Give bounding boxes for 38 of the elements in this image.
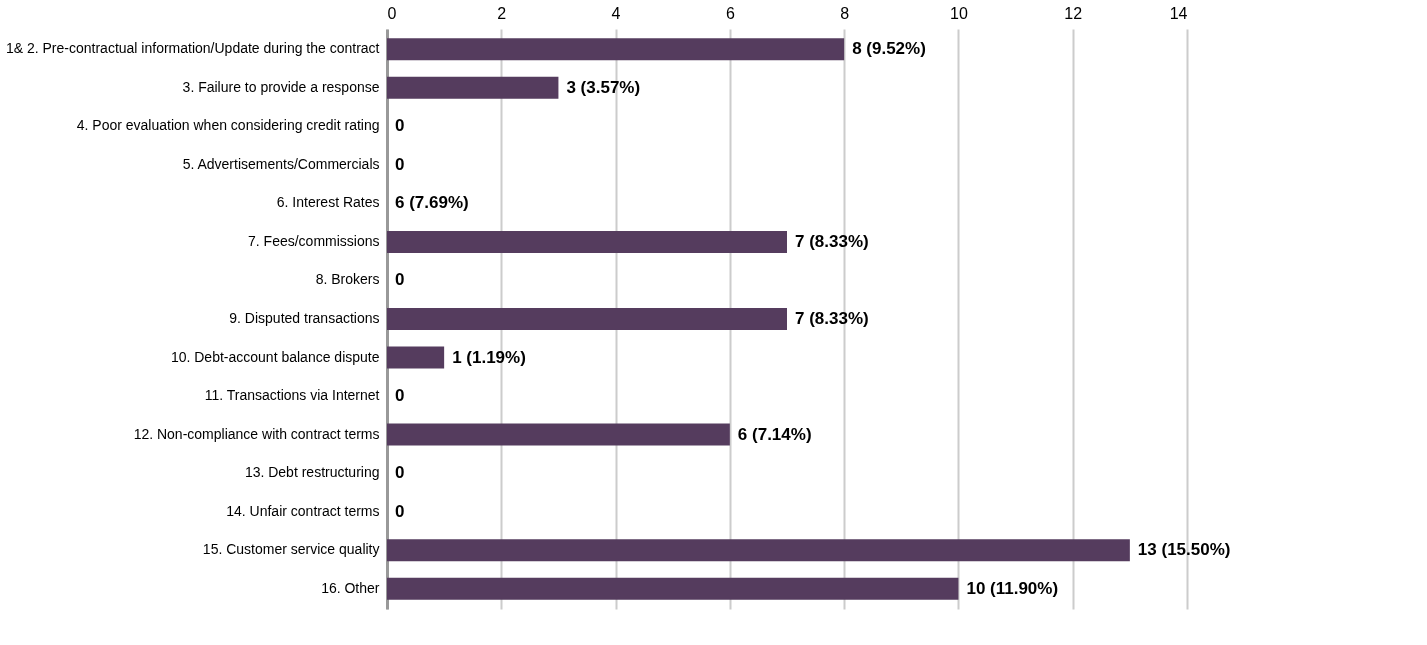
y-tick-label: 8. Brokers [315, 271, 380, 288]
data-label: 0 [395, 386, 405, 406]
data-label: 0 [395, 501, 405, 521]
text: 6 (7.69%) [395, 193, 469, 213]
x-tick-label: 2 [497, 4, 507, 22]
y-tick-label: 16. Other [321, 579, 380, 596]
data-label: 7 (8.33%) [795, 309, 869, 328]
data-label: 10 (11.90%) [966, 578, 1059, 598]
x-tick-label: 6 [725, 4, 735, 22]
data-label: 3 (3.57%) [566, 77, 641, 97]
y-tick-label: 3. Failure to provide a response [182, 78, 380, 95]
data-label: 0 [395, 154, 405, 174]
y-tick-label: 14. Unfair contract terms [226, 502, 380, 519]
y-tick-label: 6. Interest Rates [276, 194, 380, 211]
y-tick-label: 10. Debt-account balance dispute [170, 348, 380, 365]
y-tick-label: 15. Customer service quality [202, 541, 380, 558]
y-tick-label: 9. Disputed transactions [229, 310, 380, 326]
x-tick-label: 12 [1064, 4, 1083, 22]
y-tick-label: 1& 2. Pre-contractual information/Update during the contract [5, 40, 380, 57]
y-tick-label: 13. Debt restructuring [244, 464, 380, 481]
data-label: 0 [395, 270, 405, 290]
y-tick-label: 7. Fees/commissions [248, 232, 380, 249]
data-label: 8 (9.52%) [852, 39, 926, 59]
data-label: 7 (8.33%) [795, 231, 869, 251]
data-label: 13 (15.50%) [1137, 540, 1231, 560]
x-tick-label: 0 [387, 4, 397, 22]
x-tick-label: 10 [950, 4, 968, 22]
data-label: 0 [395, 463, 405, 483]
data-label: 6 (7.14%) [737, 424, 812, 444]
x-tick-label: 4 [611, 4, 621, 22]
y-tick-label: 5. Advertisements/Commercials [182, 155, 380, 172]
data-label: 1 (1.19%) [452, 347, 526, 367]
x-tick-label: 14 [1169, 4, 1188, 22]
data-label: 0 [395, 116, 405, 136]
x-tick-label: 8 [840, 4, 850, 22]
y-tick-label: 11. Transactions via Internet [204, 387, 380, 404]
y-tick-label: 12. Non-compliance with contract terms [133, 425, 380, 442]
y-tick-label: 4. Poor evaluation when considering credit rating [76, 117, 380, 134]
